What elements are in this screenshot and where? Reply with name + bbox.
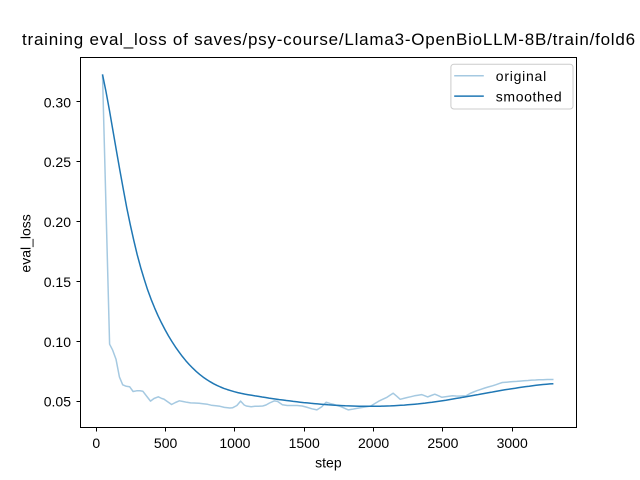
svg-text:eval_loss: eval_loss	[18, 214, 34, 272]
svg-text:original: original	[496, 68, 547, 84]
svg-text:training eval_loss of saves/ps: training eval_loss of saves/psy-course/L…	[22, 30, 636, 49]
svg-text:1000: 1000	[219, 435, 250, 451]
svg-text:smoothed: smoothed	[496, 88, 562, 104]
svg-text:500: 500	[154, 435, 178, 451]
svg-text:0: 0	[92, 435, 100, 451]
svg-text:step: step	[315, 455, 342, 471]
svg-text:0.30: 0.30	[44, 94, 71, 110]
svg-text:2500: 2500	[427, 435, 458, 451]
svg-text:0.10: 0.10	[44, 334, 71, 350]
svg-text:0.20: 0.20	[44, 214, 71, 230]
svg-text:0.25: 0.25	[44, 154, 71, 170]
svg-text:0.05: 0.05	[44, 394, 71, 410]
svg-text:0.15: 0.15	[44, 274, 71, 290]
svg-text:3000: 3000	[497, 435, 528, 451]
svg-text:1500: 1500	[289, 435, 320, 451]
svg-text:2000: 2000	[358, 435, 389, 451]
